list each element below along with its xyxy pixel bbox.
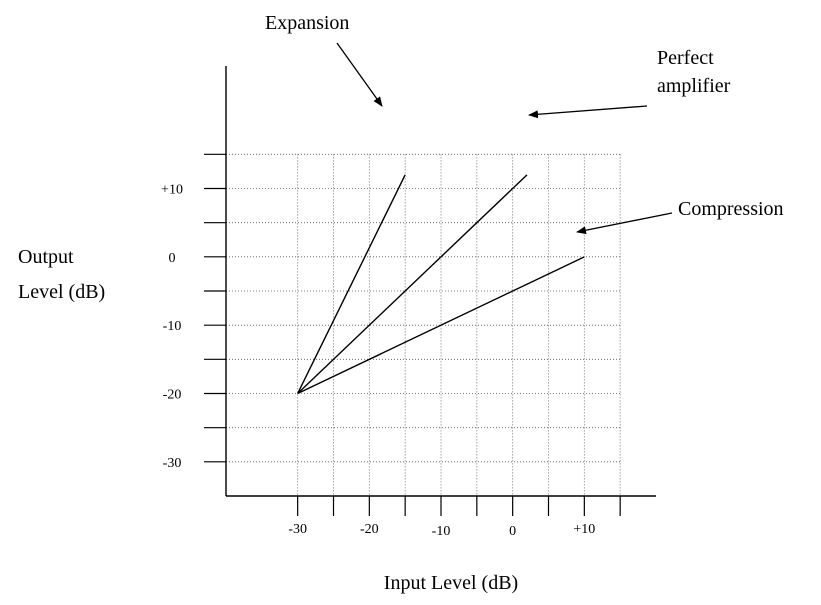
- annotations: Expansion Perfect amplifier Compression: [265, 12, 784, 235]
- series-line: [297, 174, 528, 395]
- annotation-label: Expansion: [265, 12, 349, 34]
- x-tick-label: -20: [360, 522, 379, 537]
- series-lines: [297, 174, 585, 395]
- annotation-label: amplifier: [657, 75, 731, 97]
- annotation-label: Compression: [678, 198, 784, 220]
- y-tick-label: -10: [163, 319, 182, 334]
- x-tick-label: +10: [573, 522, 595, 537]
- y-tick-label: 0: [169, 251, 176, 266]
- annotation-arrow: [576, 212, 673, 235]
- x-tick-label: -30: [288, 522, 307, 537]
- ticks: -30 -20 -10 0 +10 +10 0 -10 -20 -30: [161, 153, 621, 539]
- y-tick-label: -20: [163, 388, 182, 403]
- annotation-arrow: [528, 105, 648, 119]
- annotation-label: Perfect: [657, 47, 714, 69]
- series-line: [297, 174, 406, 394]
- x-axis-title: Input Level (dB): [384, 572, 518, 594]
- y-tick-label: -30: [163, 456, 182, 471]
- grid: [226, 153, 621, 496]
- y-axis-title-line-2: Level (dB): [18, 281, 105, 303]
- y-axis-title-line-1: Output: [18, 246, 74, 268]
- x-tick-label: -10: [432, 524, 451, 539]
- y-tick-label: +10: [161, 183, 183, 198]
- series-line: [297, 256, 585, 395]
- annotation-arrow: [336, 42, 383, 107]
- x-tick-label: 0: [509, 524, 516, 539]
